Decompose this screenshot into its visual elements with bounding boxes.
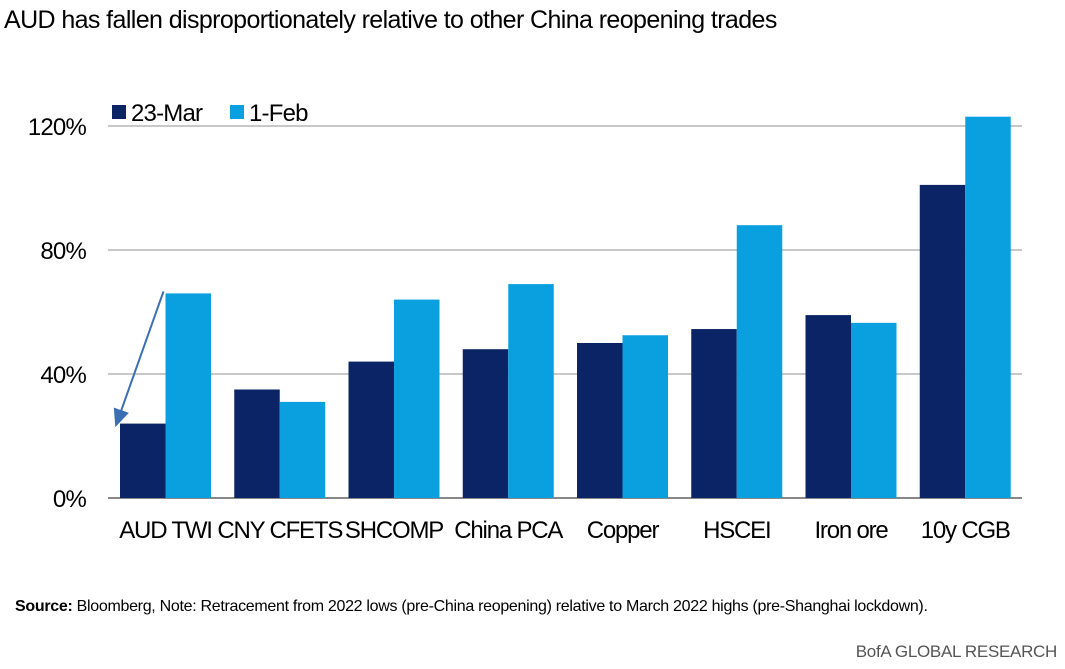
source-label: Source: bbox=[15, 598, 73, 615]
bar-1-feb-iron-ore bbox=[851, 322, 897, 498]
y-axis-ticks: 0% 40% 80% 120% bbox=[28, 114, 87, 513]
x-tick-label: Iron ore bbox=[814, 517, 888, 544]
bar-23-mar-copper bbox=[577, 343, 623, 498]
bar-1-feb-hscei bbox=[736, 225, 783, 498]
bar-23-mar-cny-cfets bbox=[234, 389, 280, 498]
legend-label: 23-Mar bbox=[131, 100, 203, 127]
bar-23-mar-hscei bbox=[691, 329, 737, 498]
legend-label: 1-Feb bbox=[249, 100, 308, 127]
bar-1-feb-aud-twi bbox=[165, 293, 211, 498]
x-tick-label: SHCOMP bbox=[345, 517, 443, 544]
legend-swatch bbox=[112, 105, 126, 119]
y-tick-label: 80% bbox=[40, 238, 86, 265]
source-text: Bloomberg, Note: Retracement from 2022 l… bbox=[72, 598, 928, 615]
bar-23-mar-china-pca bbox=[462, 349, 509, 498]
bar-23-mar-shcomp bbox=[348, 361, 394, 498]
bars bbox=[120, 116, 1011, 498]
x-axis-ticks: AUD TWI CNY CFETS SHCOMP China PCA Copper HSC… bbox=[119, 517, 1011, 544]
annotation-arrow bbox=[113, 291, 165, 428]
y-tick-label: 40% bbox=[40, 362, 86, 389]
chart-title: AUD has fallen disproportionately relati… bbox=[4, 6, 777, 34]
bar-1-feb-cny-cfets bbox=[279, 401, 326, 498]
brand-footer: BofA GLOBAL RESEARCH bbox=[855, 642, 1058, 661]
bar-1-feb-copper bbox=[622, 335, 668, 498]
y-tick-label: 0% bbox=[53, 486, 87, 513]
y-tick-label: 120% bbox=[28, 114, 87, 141]
x-tick-label: 10y CGB bbox=[921, 517, 1010, 544]
x-tick-label: AUD TWI bbox=[119, 517, 212, 544]
bar-1-feb-10y-cgb bbox=[965, 116, 1011, 498]
bar-1-feb-china-pca bbox=[508, 284, 554, 498]
arrow bbox=[113, 291, 165, 428]
bar-1-feb-shcomp bbox=[394, 299, 440, 498]
x-tick-label: CNY CFETS bbox=[217, 517, 342, 544]
bar-23-mar-iron-ore bbox=[805, 315, 851, 498]
legend-swatch bbox=[230, 105, 244, 119]
bar-23-mar-10y-cgb bbox=[919, 184, 966, 498]
source-note: Source: Bloomberg, Note: Retracement fro… bbox=[15, 598, 928, 616]
x-tick-label: HSCEI bbox=[703, 517, 770, 544]
x-tick-label: China PCA bbox=[454, 517, 563, 544]
x-tick-label: Copper bbox=[587, 517, 660, 544]
legend: 23-Mar 1-Feb bbox=[112, 100, 309, 127]
bar-23-mar-aud-twi bbox=[120, 423, 166, 498]
